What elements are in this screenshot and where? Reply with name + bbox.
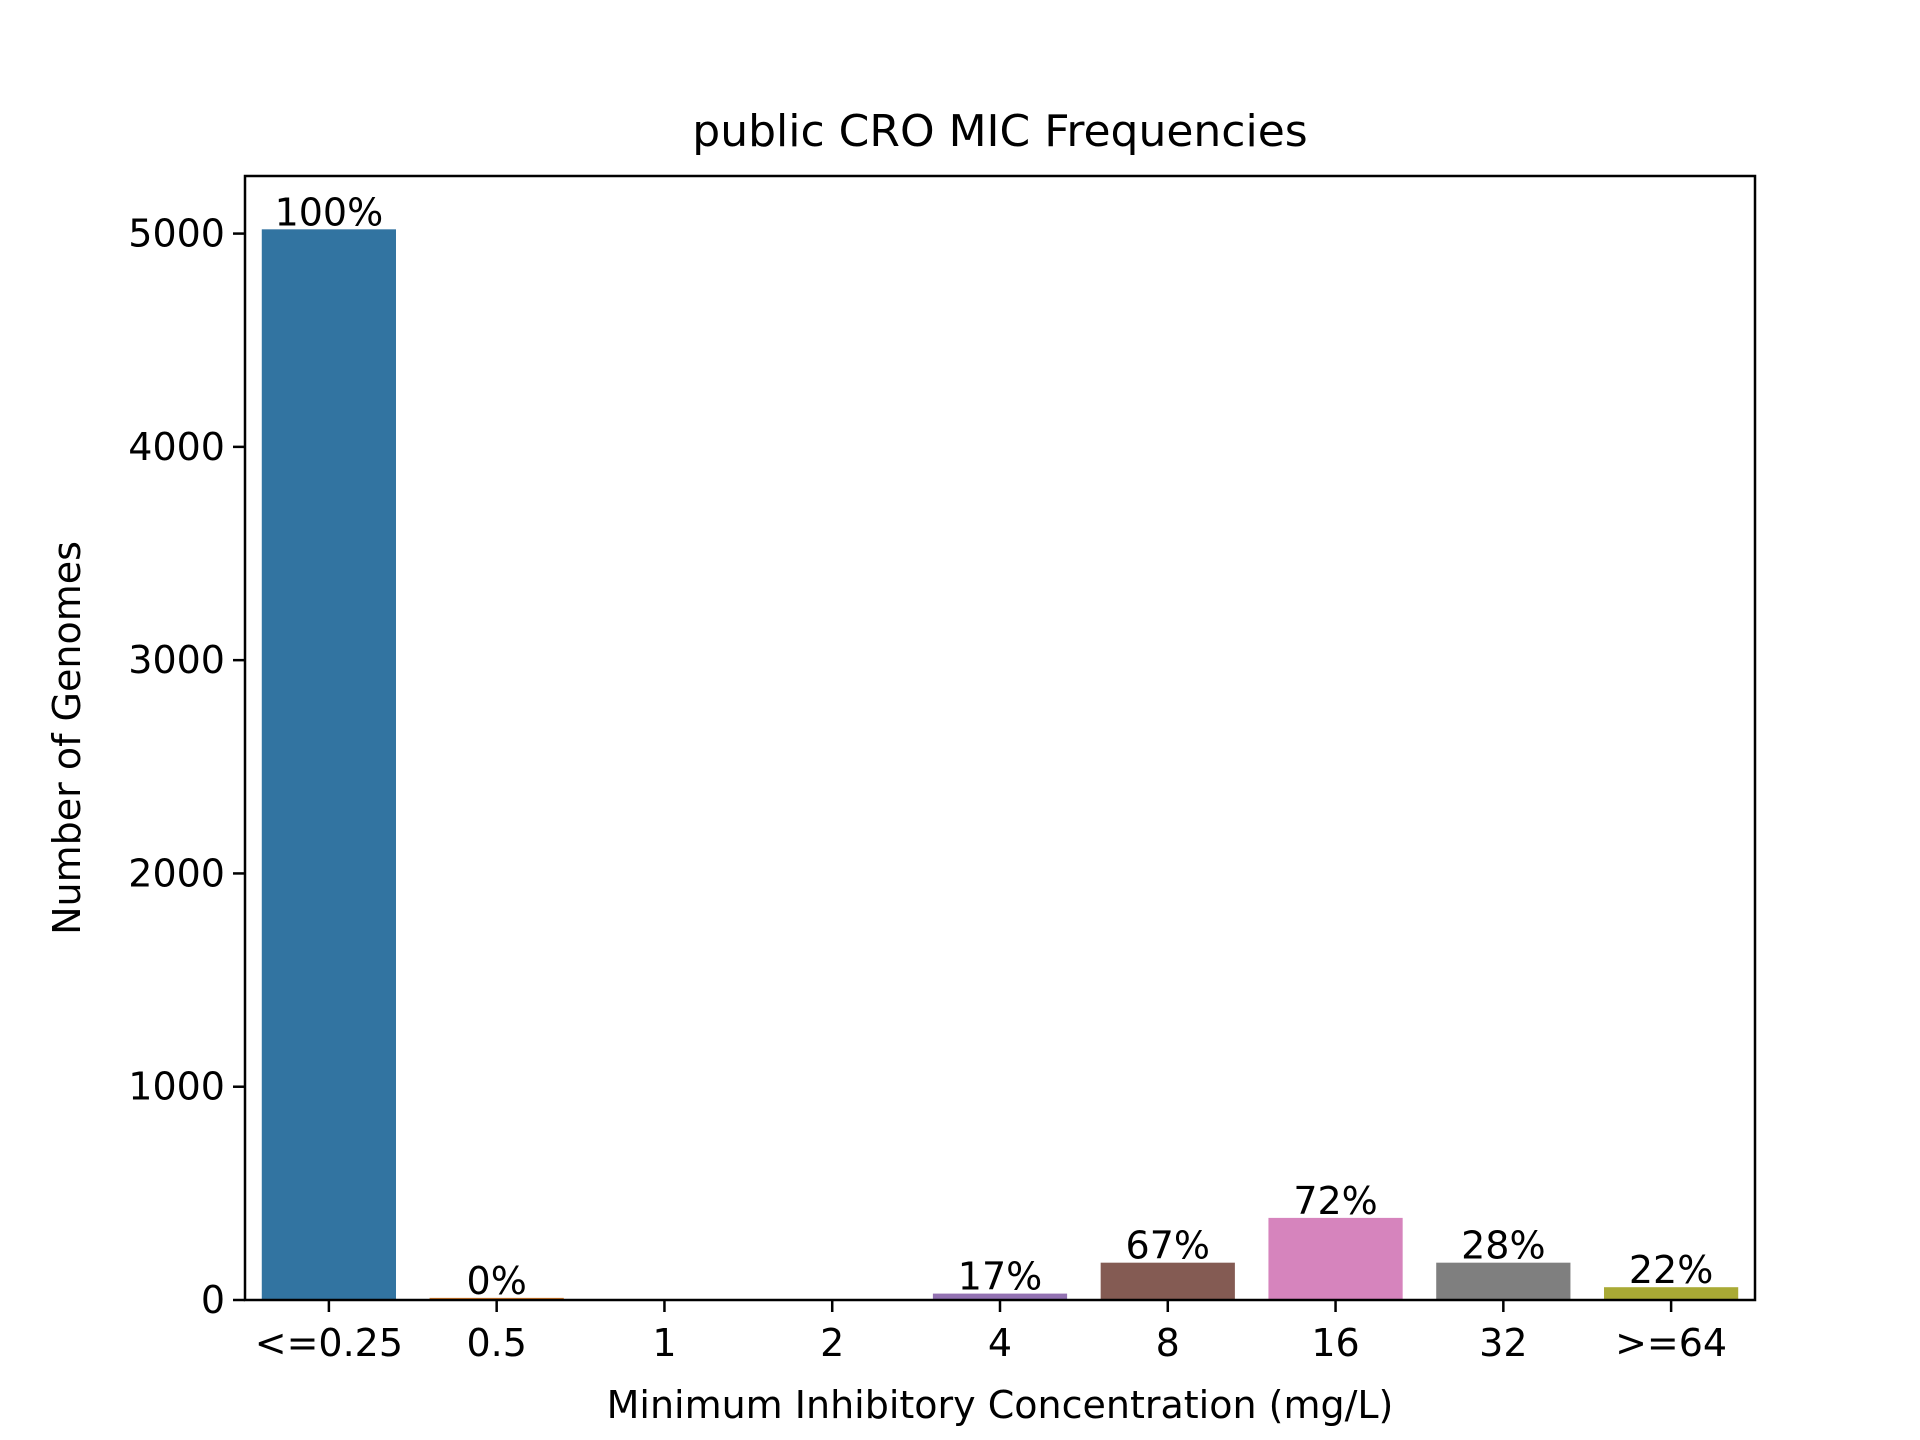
x-tick-label: 4 (988, 1321, 1012, 1365)
data-label: 28% (1461, 1224, 1545, 1268)
bar (261, 229, 396, 1300)
data-label: 100% (275, 190, 384, 234)
y-tick-label: 3000 (128, 638, 225, 682)
data-label: 67% (1126, 1224, 1210, 1268)
data-label: 17% (958, 1255, 1042, 1299)
x-tick-label: 8 (1156, 1321, 1180, 1365)
x-tick-label: 32 (1479, 1321, 1527, 1365)
x-tick-label: <=0.25 (255, 1321, 403, 1365)
x-tick-label: >=64 (1615, 1321, 1727, 1365)
data-label: 72% (1293, 1179, 1377, 1223)
bar (1268, 1217, 1403, 1300)
bar (932, 1293, 1068, 1300)
x-tick-label: 0.5 (466, 1321, 526, 1365)
data-label: 0% (467, 1259, 527, 1303)
y-axis-label: Number of Genomes (45, 541, 89, 935)
plot-frame (243, 174, 1757, 1302)
y-tick-label: 5000 (128, 212, 225, 256)
y-tick-label: 4000 (128, 425, 225, 469)
x-tick-label: 16 (1311, 1321, 1359, 1365)
data-label: 22% (1629, 1248, 1713, 1292)
x-tick-label: 2 (820, 1321, 844, 1365)
bar (1100, 1262, 1235, 1300)
y-tick-label: 2000 (128, 851, 225, 895)
plot-area: 0 1000 2000 3000 4000 5000 <=0.25 100% 0.5 0% 1 2 4 1… (128, 190, 1739, 1365)
y-tick-label: 0 (201, 1278, 225, 1322)
x-axis-label: Minimum Inhibitory Concentration (mg/L) (607, 1383, 1394, 1427)
x-tick-label: 1 (652, 1321, 676, 1365)
bar (1604, 1287, 1739, 1300)
y-tick-label: 1000 (128, 1065, 225, 1109)
chart-title: public CRO MIC Frequencies (692, 106, 1307, 157)
bar (1436, 1262, 1571, 1300)
